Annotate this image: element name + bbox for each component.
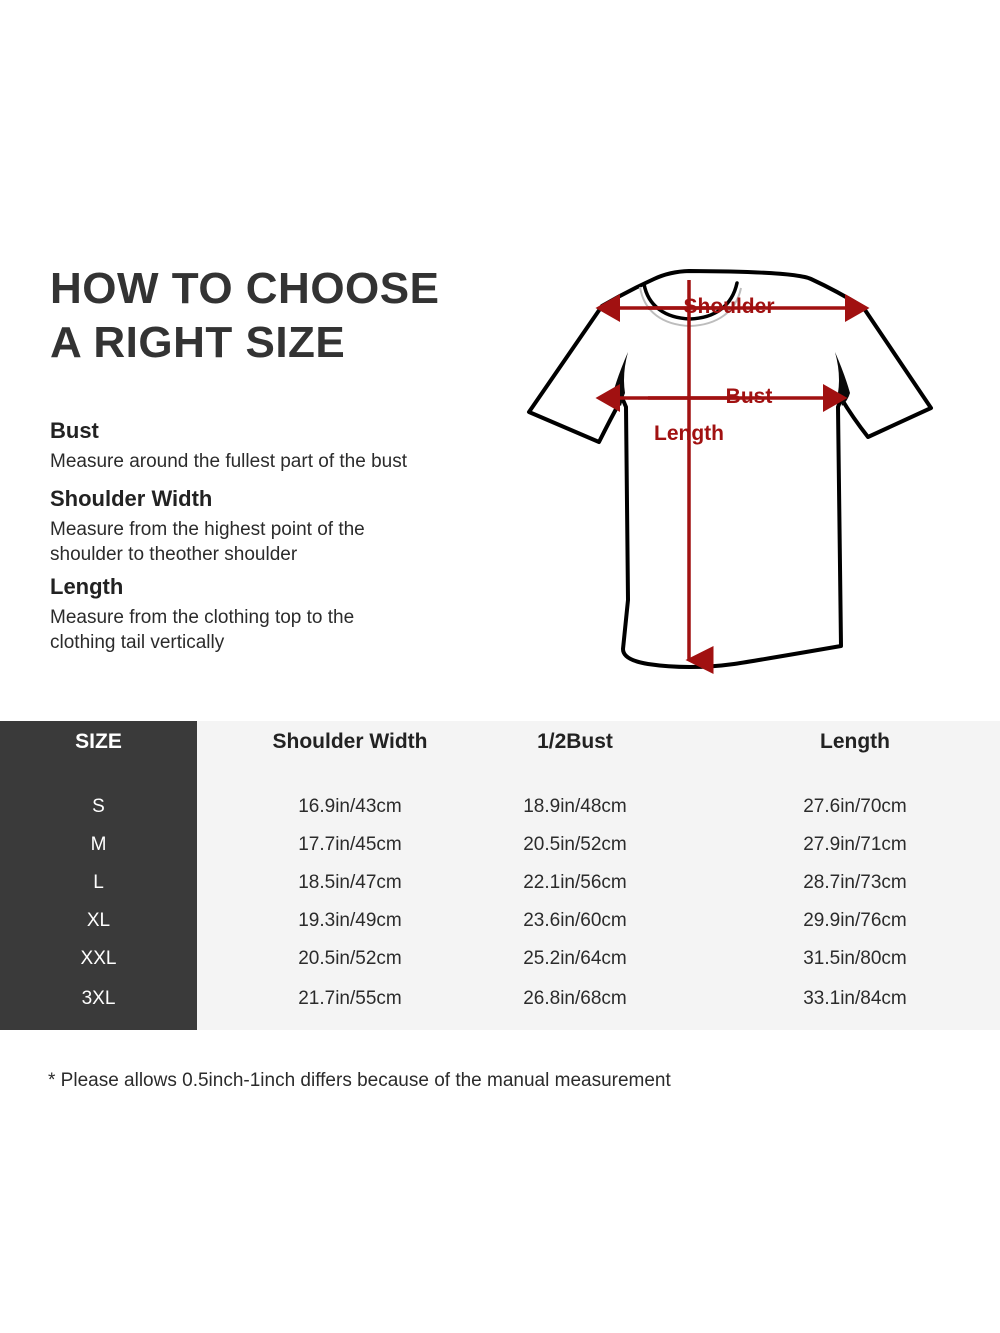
svg-text:Length: Length xyxy=(654,422,724,445)
svg-text:Shoulder: Shoulder xyxy=(683,295,774,318)
svg-text:Bust: Bust xyxy=(726,385,773,408)
